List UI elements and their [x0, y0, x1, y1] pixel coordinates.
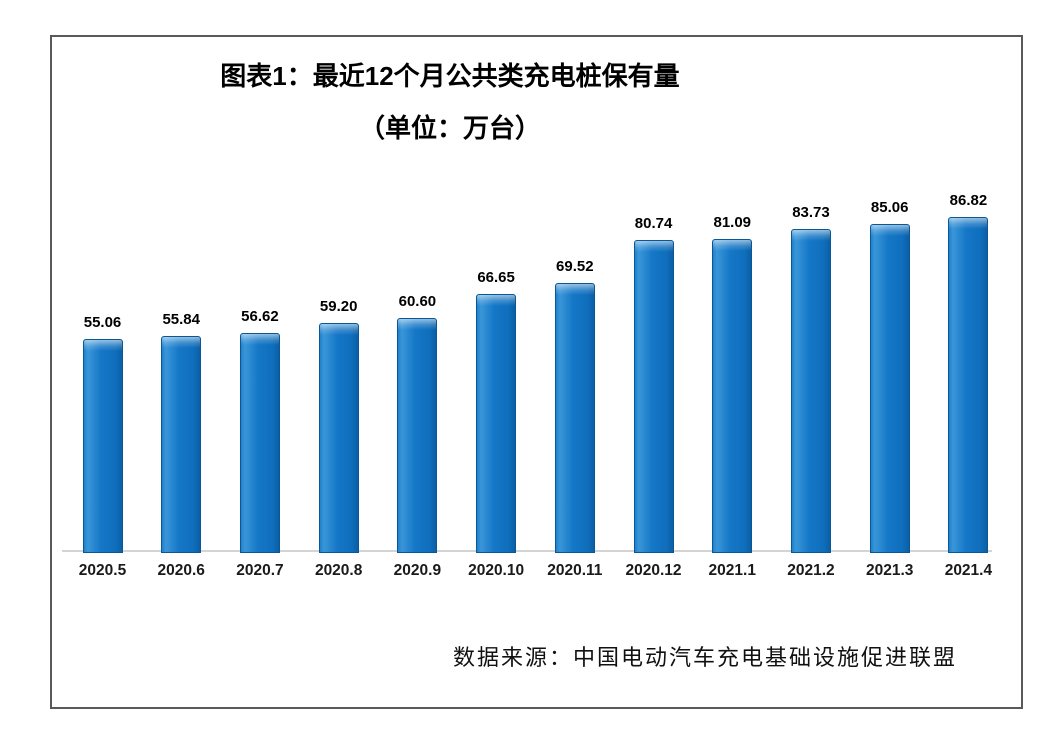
bar: [239, 333, 280, 553]
bar-value-label: 81.09: [713, 213, 752, 231]
bar: [554, 283, 595, 553]
data-source-note: 数据来源：中国电动汽车充电基础设施促进联盟: [452, 645, 957, 670]
bar-value-label: 86.82: [949, 191, 988, 209]
x-axis-tick-label: 2021.4: [944, 562, 993, 579]
x-axis-line: [62, 550, 992, 552]
x-axis-tick-label: 2020.7: [236, 562, 284, 579]
bar: [161, 336, 202, 553]
x-axis-tick-label: 2020.9: [393, 562, 442, 579]
bar: [82, 339, 123, 553]
x-axis-tick-label: 2021.1: [708, 562, 756, 579]
bar: [948, 216, 989, 553]
x-axis-tick-label: 2020.11: [547, 562, 603, 579]
x-axis-tick-label: 2020.6: [157, 562, 205, 579]
bar-value-label: 56.62: [241, 308, 279, 325]
x-axis-tick-label: 2021.2: [787, 562, 835, 579]
x-axis-tick-label: 2020.12: [625, 562, 682, 579]
chart-frame-border: [50, 35, 1023, 709]
bar-value-label: 60.60: [398, 292, 437, 310]
x-axis-tick-label: 2021.3: [865, 562, 914, 579]
bar-value-label: 80.74: [634, 215, 673, 233]
chart-title: 图表1：最近12个月公共类充电桩保有量 （单位：万台）: [0, 50, 900, 154]
x-axis-tick-label: 2020.10: [468, 562, 525, 579]
chart-title-line2: （单位：万台）: [358, 113, 541, 143]
bar: [869, 223, 910, 553]
bar: [397, 317, 438, 553]
chart-title-line1: 图表1：最近12个月公共类充电桩保有量: [220, 61, 680, 91]
bar-value-label: 69.52: [556, 258, 594, 276]
bar-value-label: 85.06: [870, 198, 909, 216]
bar: [476, 294, 517, 553]
bar-value-label: 55.06: [83, 314, 122, 332]
bar-value-label: 83.73: [792, 203, 830, 221]
bar: [633, 240, 674, 553]
bar: [790, 228, 831, 553]
bar-value-label: 55.84: [162, 311, 200, 329]
x-axis-tick-label: 2020.5: [78, 562, 127, 579]
bar-value-label: 59.20: [319, 298, 358, 316]
bar: [712, 238, 753, 553]
bar-value-label: 66.65: [477, 269, 515, 287]
bar: [318, 323, 359, 553]
x-axis-tick-label: 2020.8: [314, 562, 363, 579]
